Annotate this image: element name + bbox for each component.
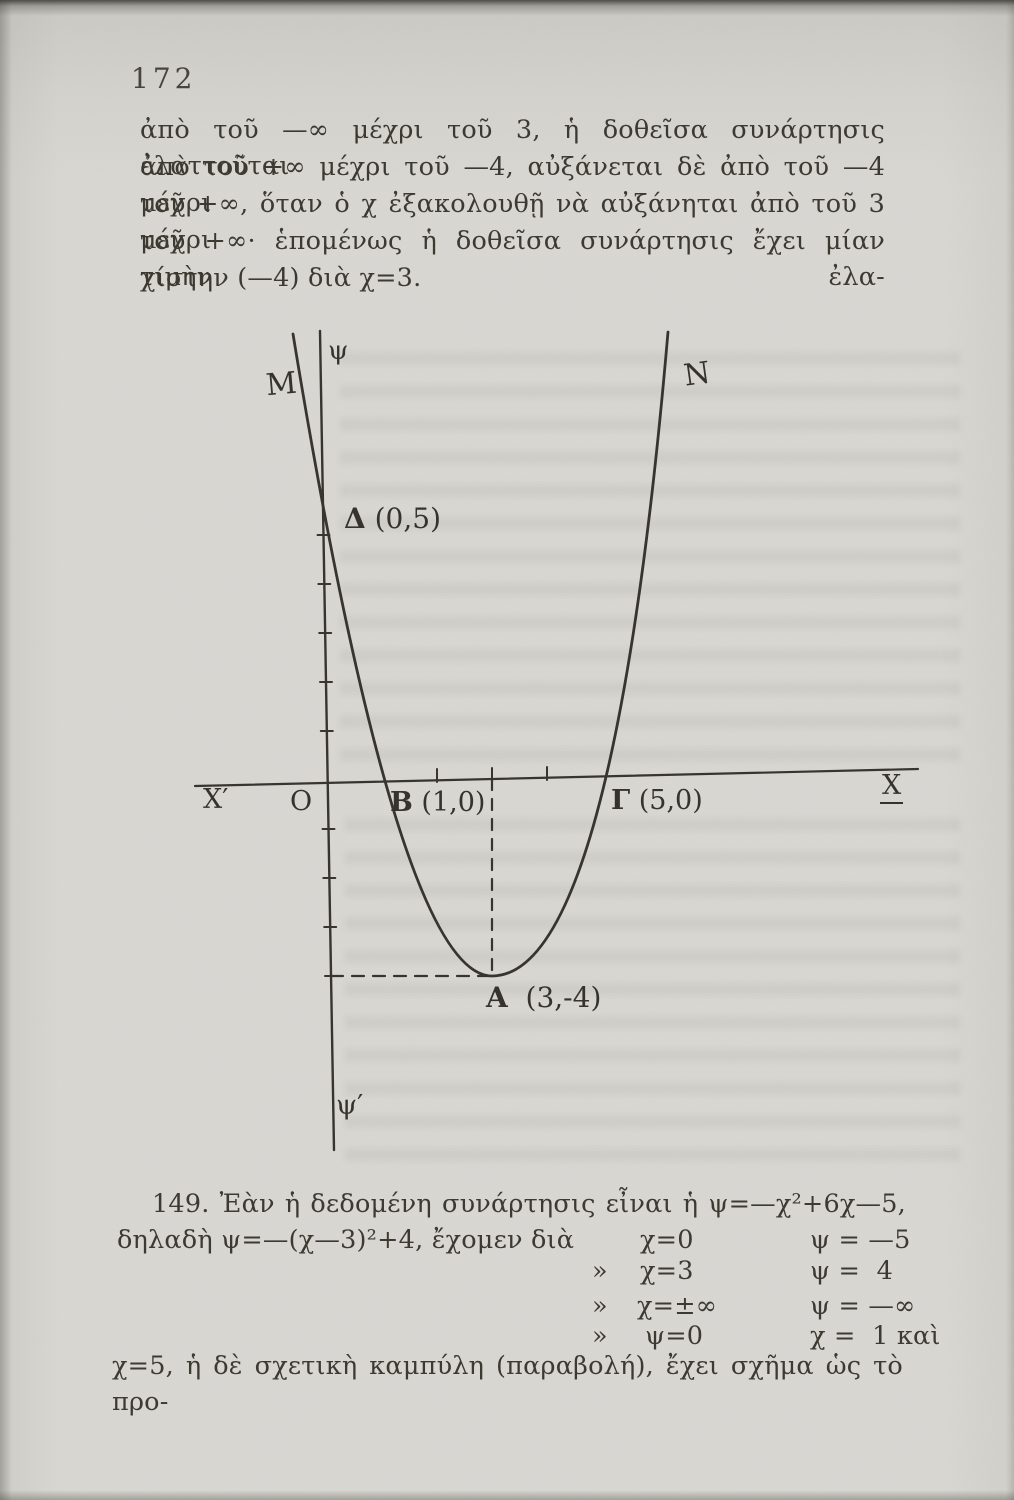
value-row-input: χ=3 [640, 1256, 694, 1286]
bleedthrough-texture-lower [345, 818, 960, 1163]
y-axis-bottom-label: ψ′ [336, 1090, 364, 1121]
point-gamma-label: Γ (5,0) [611, 785, 703, 816]
scan-edge-right [1006, 0, 1014, 1500]
x-axis-line [193, 767, 920, 788]
page-number: 172 [131, 62, 197, 95]
x-axis-ticks [436, 766, 548, 783]
scan-edge-top [0, 0, 1014, 16]
y-axis-ticks [316, 534, 338, 977]
y-axis-top-label: ψ [328, 336, 349, 366]
top-paragraph-line: χίστην (—4) διὰ χ=3. [140, 263, 422, 293]
point-b-label: B (1,0) [390, 787, 486, 818]
ditto-mark: » [592, 1256, 608, 1286]
x-axis-right-label: Χ [880, 772, 904, 804]
x-axis-left-label: Χ′ [203, 784, 229, 815]
curve-branch-right-label: N [681, 355, 713, 394]
section-149-opening-line: 149. Ἐὰν ἡ δεδομένη συνάρτησις εἶναι ἡ ψ… [152, 1189, 906, 1219]
section-149-line2-prefix: δηλαδὴ ψ=—(χ—3)²+4, ἔχομεν διὰ [117, 1225, 575, 1255]
point-a-vertex-label: A (3,-4) [486, 981, 602, 1014]
value-row-output: ψ = 4 [810, 1256, 894, 1286]
scan-edge-left [0, 0, 12, 1500]
y-axis-line [318, 329, 336, 1152]
origin-label: O [290, 786, 313, 817]
bleedthrough-texture-upper [340, 352, 960, 762]
section-149-closing-line: χ=5, ἡ δὲ σχετικὴ καμπύλη (παραβολή), ἔχ… [112, 1351, 903, 1417]
point-delta-label: Δ (0,5) [344, 502, 442, 535]
scan-edge-bottom [0, 1490, 1014, 1500]
curve-branch-left-label: M [264, 365, 299, 404]
